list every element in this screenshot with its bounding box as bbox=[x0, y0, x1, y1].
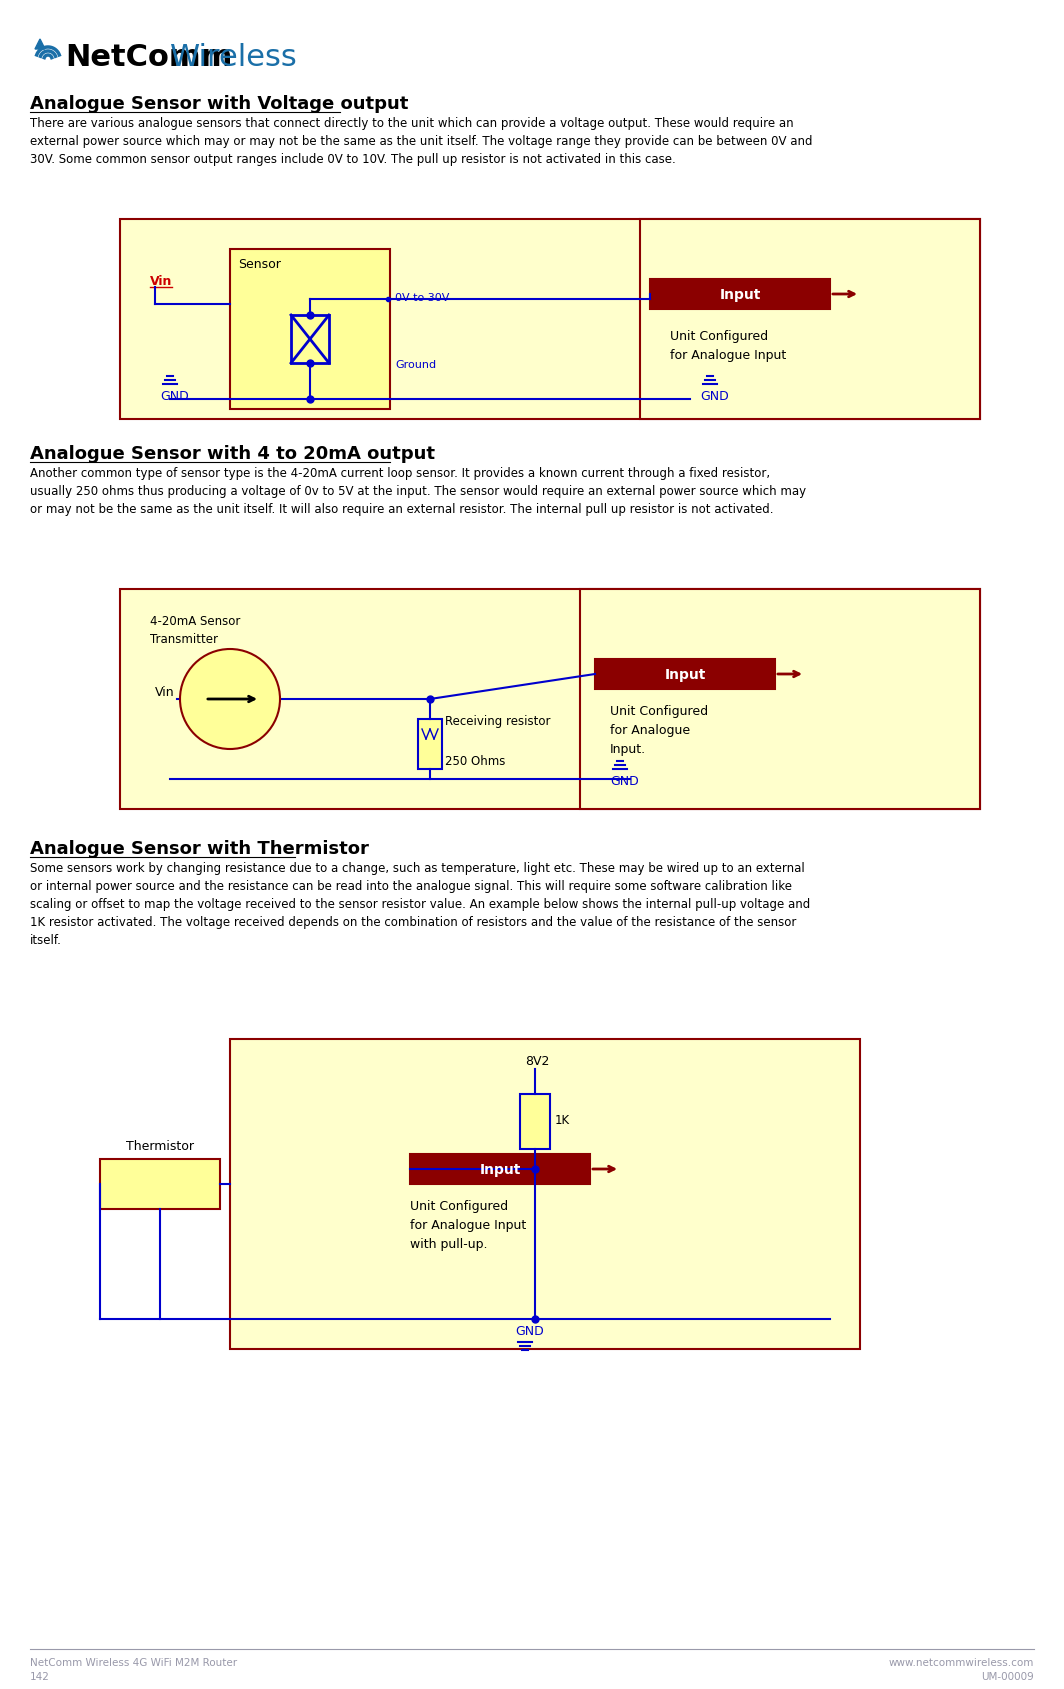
Bar bbox=[520, 1094, 550, 1149]
Text: Vin: Vin bbox=[150, 275, 172, 287]
Text: www.netcommwireless.com: www.netcommwireless.com bbox=[888, 1657, 1034, 1667]
Text: Input: Input bbox=[479, 1162, 520, 1176]
Bar bbox=[230, 250, 390, 410]
Text: 8V2: 8V2 bbox=[525, 1054, 549, 1067]
Text: 1K: 1K bbox=[555, 1113, 570, 1127]
Text: Analogue Sensor with 4 to 20mA output: Analogue Sensor with 4 to 20mA output bbox=[30, 444, 435, 463]
Bar bbox=[595, 660, 775, 689]
Text: Wireless: Wireless bbox=[170, 42, 298, 73]
Text: Input: Input bbox=[664, 667, 705, 682]
Bar bbox=[120, 220, 980, 421]
Text: Receiving resistor: Receiving resistor bbox=[445, 714, 550, 728]
Text: UM-00009: UM-00009 bbox=[981, 1670, 1034, 1681]
Text: 4-20mA Sensor
Transmitter: 4-20mA Sensor Transmitter bbox=[150, 615, 240, 645]
Bar bbox=[641, 220, 980, 421]
Text: GND: GND bbox=[610, 775, 638, 787]
Text: Unit Configured
for Analogue
Input.: Unit Configured for Analogue Input. bbox=[610, 704, 709, 755]
Text: 142: 142 bbox=[30, 1670, 50, 1681]
Bar bbox=[418, 720, 442, 770]
Text: GND: GND bbox=[515, 1324, 544, 1338]
Polygon shape bbox=[35, 41, 45, 51]
Circle shape bbox=[180, 650, 280, 750]
Text: GND: GND bbox=[700, 390, 729, 402]
Text: Analogue Sensor with Voltage output: Analogue Sensor with Voltage output bbox=[30, 95, 409, 113]
Text: Some sensors work by changing resistance due to a change, such as temperature, l: Some sensors work by changing resistance… bbox=[30, 861, 811, 946]
Text: Input: Input bbox=[719, 287, 761, 302]
Text: 250 Ohms: 250 Ohms bbox=[445, 755, 505, 767]
Text: There are various analogue sensors that connect directly to the unit which can p: There are various analogue sensors that … bbox=[30, 117, 813, 166]
Text: Unit Configured
for Analogue Input: Unit Configured for Analogue Input bbox=[670, 329, 786, 361]
Text: Another common type of sensor type is the 4-20mA current loop sensor. It provide: Another common type of sensor type is th… bbox=[30, 466, 807, 515]
Bar bbox=[100, 1159, 220, 1209]
Bar bbox=[120, 589, 980, 809]
Text: Unit Configured
for Analogue Input
with pull-up.: Unit Configured for Analogue Input with … bbox=[410, 1199, 527, 1250]
Text: 0V to 30V: 0V to 30V bbox=[395, 292, 449, 302]
Text: Sensor: Sensor bbox=[238, 258, 281, 270]
Bar bbox=[650, 280, 830, 309]
Text: GND: GND bbox=[160, 390, 188, 402]
Text: Analogue Sensor with Thermistor: Analogue Sensor with Thermistor bbox=[30, 839, 369, 858]
Bar bbox=[410, 1154, 591, 1184]
Text: Vin: Vin bbox=[155, 686, 174, 698]
Text: NetComm Wireless 4G WiFi M2M Router: NetComm Wireless 4G WiFi M2M Router bbox=[30, 1657, 237, 1667]
Text: Thermistor: Thermistor bbox=[126, 1140, 194, 1152]
Bar bbox=[290, 316, 329, 363]
Text: NetComm: NetComm bbox=[65, 42, 232, 73]
Bar bbox=[580, 589, 980, 809]
Text: Ground: Ground bbox=[395, 360, 436, 370]
Bar bbox=[230, 1039, 860, 1350]
